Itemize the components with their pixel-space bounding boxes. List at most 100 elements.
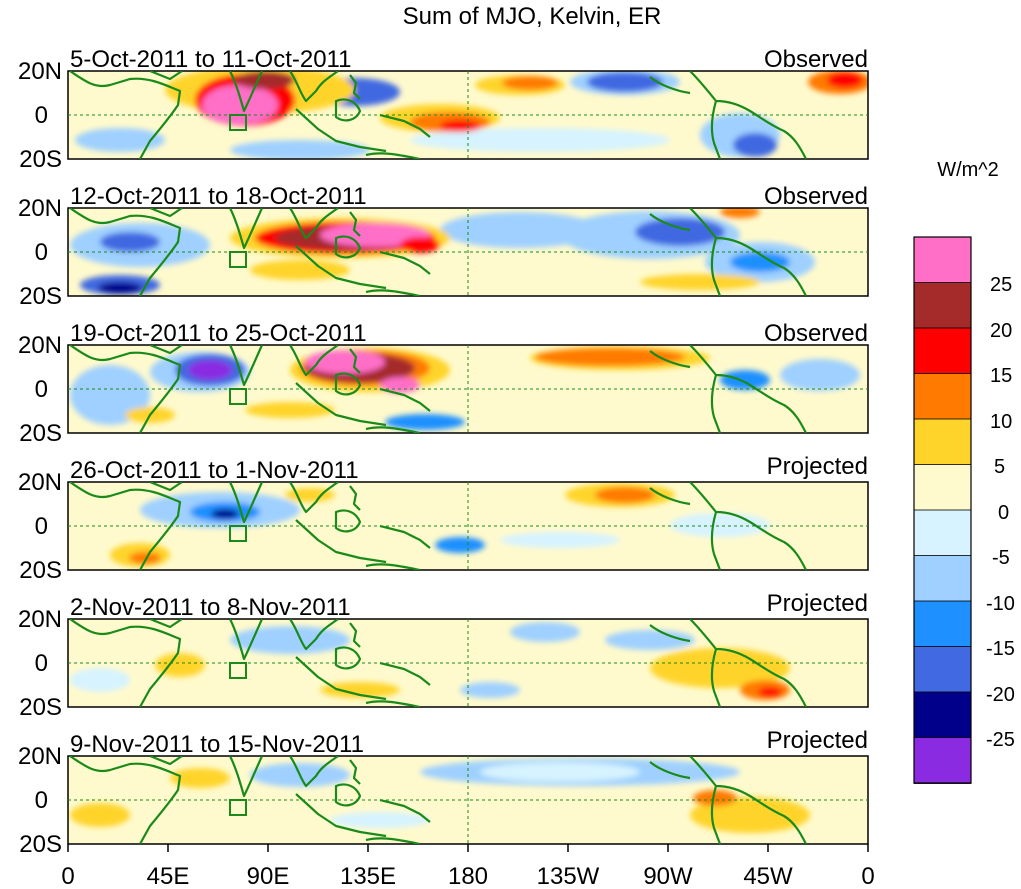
colorbar-swatches	[913, 236, 972, 784]
coastline	[365, 387, 431, 433]
panel-date-label: 26-Oct-2011 to 1-Nov-2011	[70, 457, 359, 484]
anomaly-field	[70, 622, 790, 700]
lon-label: 180	[448, 863, 488, 889]
figure-title: Sum of MJO, Kelvin, ER	[403, 3, 662, 30]
panel-date-label: 5-Oct-2011 to 11-Oct-2011	[70, 46, 351, 73]
coastline	[289, 208, 339, 240]
lon-label: 135E	[340, 863, 396, 889]
lat-label: 20N	[18, 469, 62, 496]
lon-label: 0	[861, 863, 874, 889]
colorbar-label: -20	[986, 684, 1015, 706]
colorbar-swatch	[913, 236, 972, 284]
longitude-labels: 0 45E 90E 135E 180 135W 90W 45W 0	[61, 863, 874, 889]
lat-label: 0	[35, 102, 48, 129]
coastline	[649, 761, 691, 780]
panel-status-label: Projected	[767, 453, 868, 480]
coastline	[689, 619, 807, 707]
coastline	[710, 100, 722, 159]
lat-label: 0	[35, 376, 48, 403]
coastline	[229, 756, 264, 798]
coastline	[289, 345, 339, 377]
coastline	[69, 756, 182, 844]
coastline	[149, 482, 183, 492]
colorbar-label: 5	[994, 456, 1005, 478]
coastline	[349, 211, 361, 237]
coastline	[229, 71, 264, 113]
coastline	[295, 656, 387, 701]
colorbar-label: -15	[986, 638, 1015, 660]
coastline	[334, 509, 362, 533]
longitude-axis	[67, 844, 869, 852]
lon-label: 90E	[247, 863, 290, 889]
reference-box	[229, 388, 247, 405]
colorbar-frame	[913, 236, 972, 784]
lon-label: 45E	[147, 863, 190, 889]
coastline	[334, 235, 362, 259]
colorbar-swatch	[913, 691, 972, 739]
panel-status-label: Observed	[764, 46, 868, 73]
coastline	[69, 345, 182, 433]
colorbar-label: 15	[990, 365, 1012, 387]
anomaly-field	[75, 71, 868, 159]
lat-label: 20S	[19, 146, 62, 173]
colorbar-swatch	[913, 600, 972, 648]
coastline	[289, 756, 339, 788]
coastline	[334, 783, 362, 807]
panel-overlay-5	[68, 756, 868, 844]
reference-box	[229, 662, 247, 679]
colorbar-label: -5	[992, 547, 1010, 569]
colorbar-swatch	[913, 737, 972, 784]
coastline	[229, 619, 264, 661]
lon-label: 0	[61, 863, 74, 889]
coastline	[149, 756, 183, 766]
coastline	[710, 785, 722, 844]
coastline	[295, 519, 387, 564]
coastline	[365, 113, 431, 159]
colorbar: W/m^2 25 20 15 10 5 0 -5 -10 -15 -20 -25	[913, 159, 1015, 784]
coastline	[689, 71, 807, 159]
panel-overlay-4	[68, 619, 868, 707]
lat-label: 0	[35, 787, 48, 814]
colorbar-label: 20	[990, 320, 1012, 342]
coastline	[295, 793, 387, 838]
lat-label: 20S	[19, 283, 62, 310]
coastline	[649, 624, 691, 643]
coastline	[710, 237, 722, 296]
coastline	[349, 74, 361, 100]
colorbar-swatch	[913, 282, 972, 329]
colorbar-swatch	[913, 509, 972, 557]
coastline	[289, 71, 339, 103]
coastline	[295, 382, 387, 427]
coastline	[229, 482, 264, 524]
anomaly-field	[70, 758, 810, 833]
panel-status-label: Projected	[767, 727, 868, 754]
colorbar-swatch	[913, 373, 972, 420]
coastline	[149, 619, 183, 629]
coastline	[295, 245, 387, 290]
panel-overlay-2	[68, 345, 868, 433]
coastline	[149, 345, 183, 355]
coastline	[289, 482, 339, 514]
colorbar-swatch	[913, 464, 972, 511]
coastline	[334, 372, 362, 396]
lon-label: 45W	[743, 863, 793, 889]
lat-label: 0	[35, 650, 48, 677]
colorbar-swatch	[913, 327, 972, 375]
panel-labels: 5-Oct-2011 to 11-Oct-2011 Observed 12-Oc…	[70, 46, 868, 758]
panel-status-label: Observed	[764, 183, 868, 210]
coastline	[710, 374, 722, 433]
coastline	[649, 350, 691, 369]
colorbar-swatch	[913, 418, 972, 466]
coastline	[69, 482, 182, 570]
panel-overlay-0	[68, 71, 868, 159]
lat-label: 20N	[18, 58, 62, 85]
coastline	[229, 208, 264, 250]
lat-label: 20S	[19, 420, 62, 447]
coastline	[69, 619, 182, 707]
map-overlays	[68, 71, 868, 844]
panel-status-label: Observed	[764, 320, 868, 347]
coastline	[334, 646, 362, 670]
coastline	[69, 208, 182, 296]
coastline	[289, 619, 339, 651]
